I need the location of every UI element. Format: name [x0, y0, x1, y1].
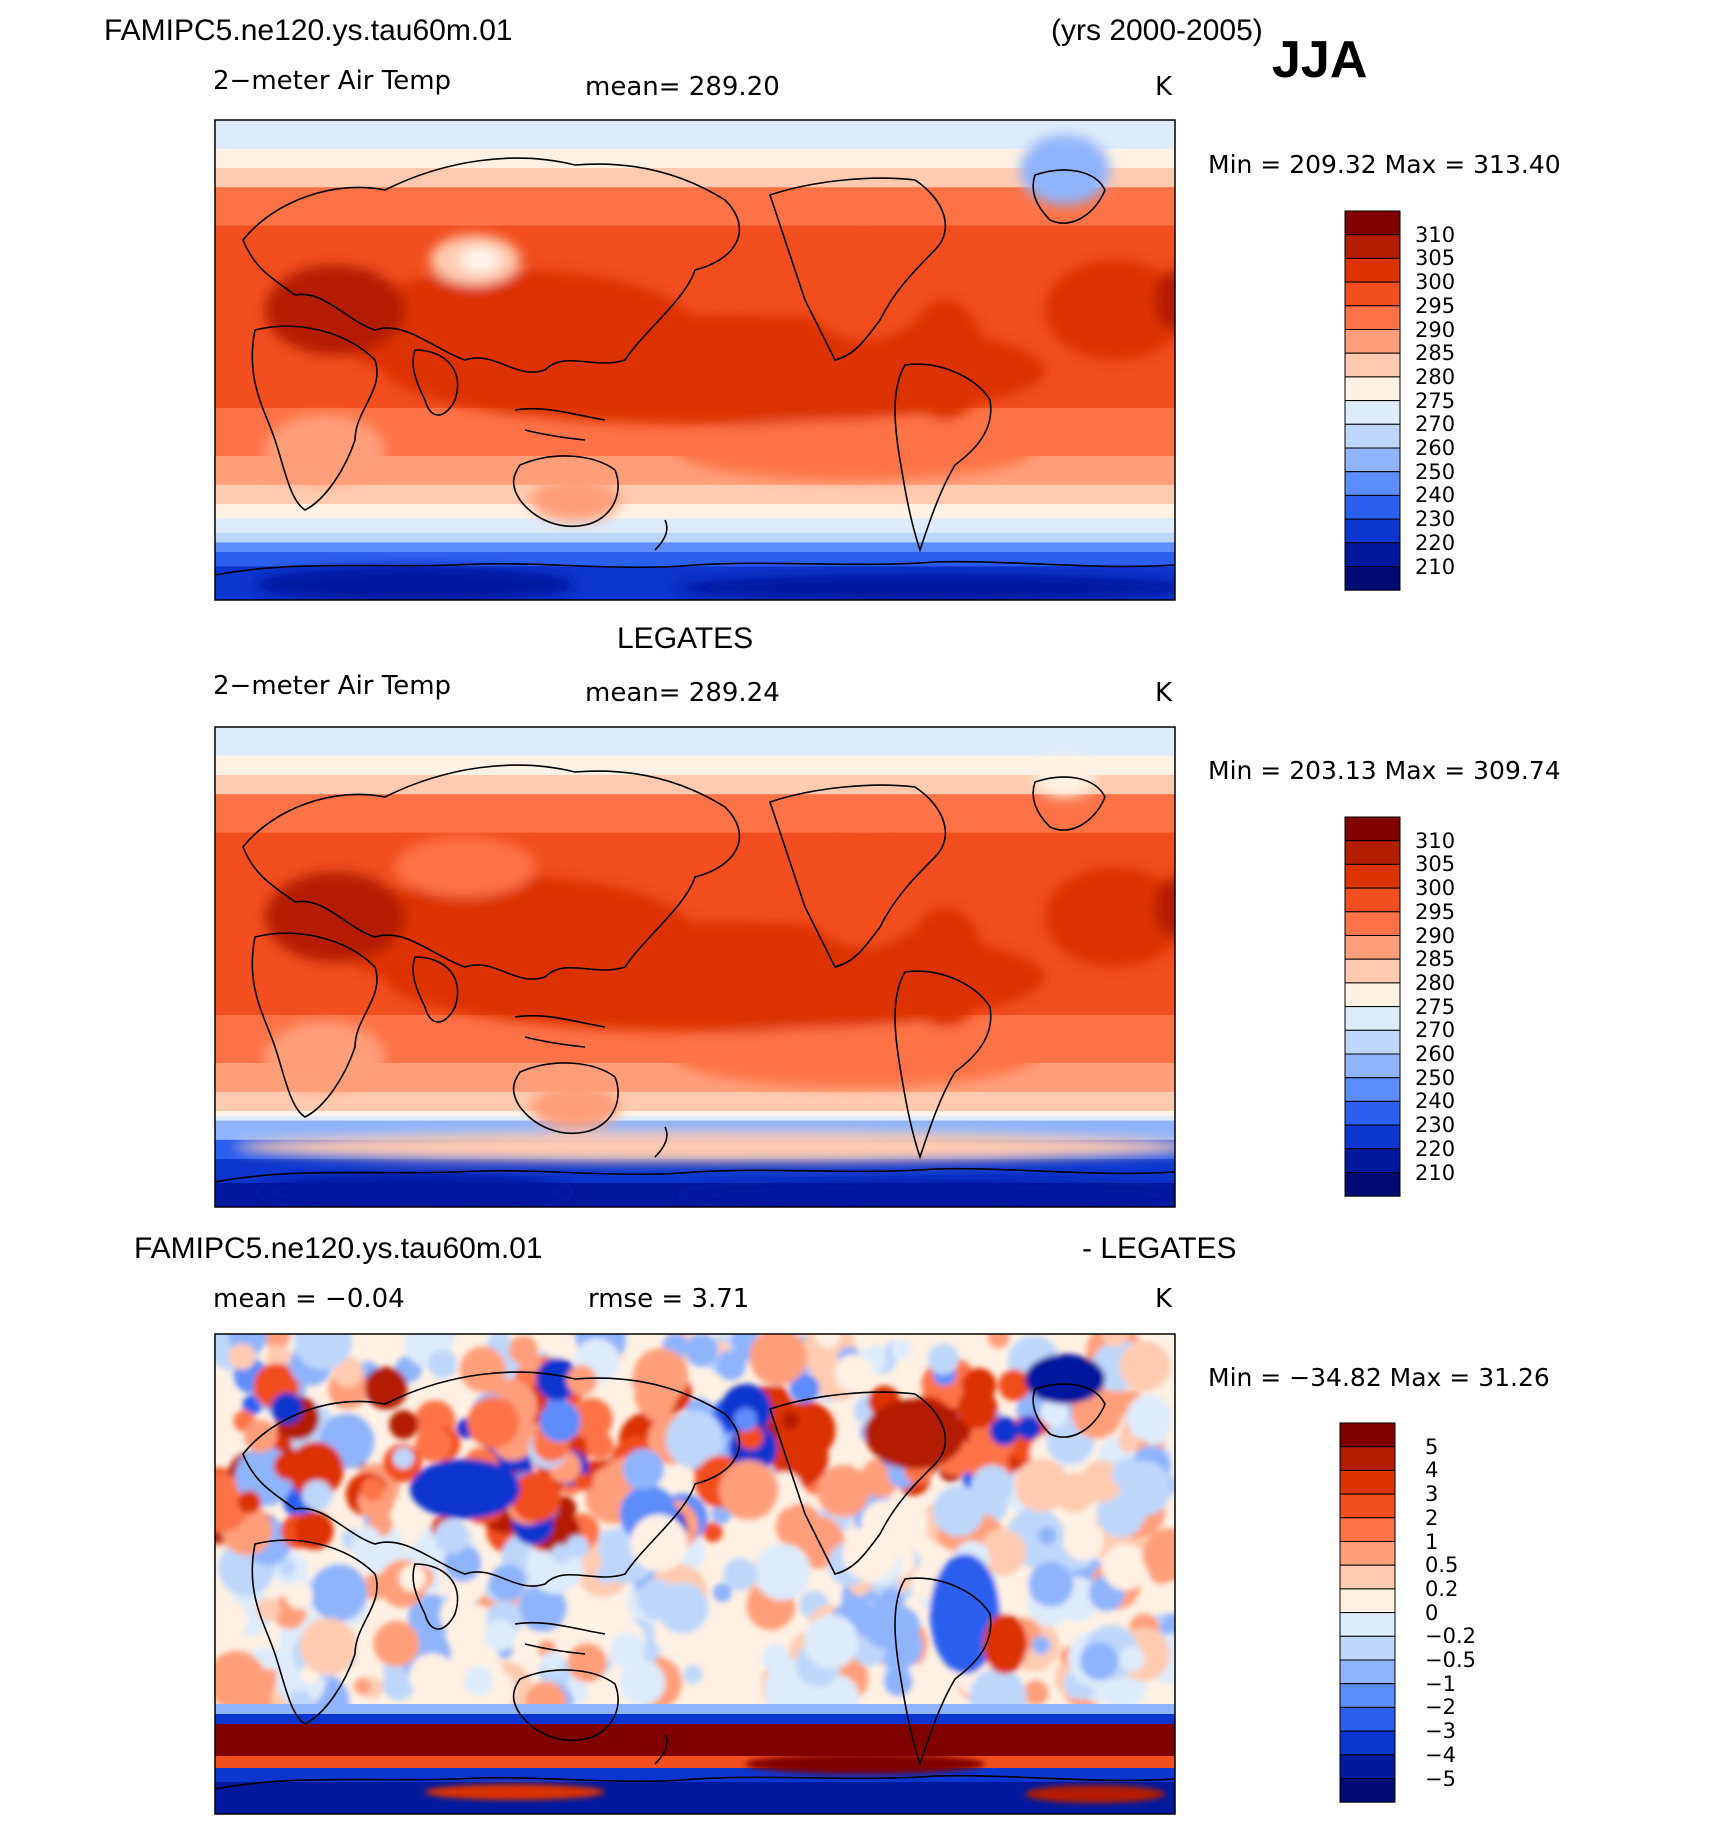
colorbar-tick-label: 275 — [1415, 388, 1456, 413]
colorbar-tick-label: −1 — [1425, 1671, 1456, 1696]
colorbar-tick-label: 295 — [1415, 899, 1456, 924]
colorbar-tick-label: 260 — [1415, 436, 1456, 460]
panel-model-minmax: Min = 209.32 Max = 313.40 — [1208, 150, 1561, 179]
colorbar-tick-label: −3 — [1425, 1719, 1456, 1744]
colorbar-tick-label: 250 — [1415, 459, 1456, 484]
colorbar-tick-label: 2 — [1425, 1505, 1439, 1530]
map-frame — [214, 1333, 1176, 1815]
panel-diff-title-right: - LEGATES — [1082, 1232, 1237, 1265]
colorbar-tick-label: 290 — [1415, 317, 1456, 342]
map-panel-diff — [215, 1334, 1175, 1814]
panel-obs-mean: mean= 289.24 — [585, 678, 780, 708]
colorbar-tick-label: −5 — [1425, 1766, 1456, 1791]
colorbar-tick-label: 305 — [1415, 852, 1456, 877]
colorbar-tick-label: −2 — [1425, 1695, 1456, 1720]
colorbar-tick-label: 280 — [1415, 364, 1456, 389]
colorbar-tick-label: 280 — [1415, 970, 1456, 995]
colorbar-tick-label: 260 — [1415, 1042, 1456, 1066]
colorbar-tick-label: 240 — [1415, 1089, 1456, 1114]
colorbar-diff — [1339, 1422, 1396, 1803]
colorbar-tick-label: 270 — [1415, 412, 1456, 437]
colorbar-tick-label: 310 — [1415, 222, 1456, 247]
season-label: JJA — [1272, 31, 1368, 89]
panel-diff-rmse: rmse = 3.71 — [588, 1284, 750, 1314]
colorbar-tick-label: 290 — [1415, 923, 1456, 948]
colorbar-tick-label: 240 — [1415, 483, 1456, 508]
colorbar-tick-label: −4 — [1425, 1742, 1456, 1767]
colorbar-tick-label: −0.5 — [1425, 1648, 1476, 1672]
colorbar-tick-label: 210 — [1415, 1160, 1456, 1185]
panel-model-mean: mean= 289.20 — [585, 72, 780, 102]
colorbar-tick-label: 230 — [1415, 1113, 1456, 1138]
colorbar-tick-label: 285 — [1415, 341, 1456, 366]
colorbar-tick-label: 220 — [1415, 530, 1456, 555]
colorbar-tick-label: 270 — [1415, 1018, 1456, 1043]
colorbar-tick-label: 305 — [1415, 246, 1456, 271]
colorbar-tick-label: 250 — [1415, 1065, 1456, 1090]
colorbar-tick-label: 5 — [1425, 1434, 1439, 1459]
panel-obs-units: K — [1155, 678, 1173, 708]
colorbar-tick-label: 300 — [1415, 876, 1456, 901]
colorbar-tick-label: 220 — [1415, 1136, 1456, 1161]
panel-obs-minmax: Min = 203.13 Max = 309.74 — [1208, 756, 1561, 785]
colorbar-tick-label: 230 — [1415, 507, 1456, 532]
map-frame — [214, 726, 1176, 1208]
panel-diff-mean: mean = −0.04 — [213, 1284, 405, 1314]
colorbar-model — [1344, 210, 1401, 591]
map-panel-model — [215, 120, 1175, 600]
colorbar-tick-label: 0 — [1425, 1600, 1439, 1625]
colorbar-tick-label: 275 — [1415, 994, 1456, 1019]
panel-diff-units: K — [1155, 1284, 1173, 1314]
map-panel-obs — [215, 727, 1175, 1207]
case-name-header: FAMIPC5.ne120.ys.tau60m.01 — [104, 14, 513, 47]
colorbar-obs — [1344, 816, 1401, 1197]
panel-diff-title: FAMIPC5.ne120.ys.tau60m.01 — [134, 1232, 543, 1265]
colorbar-tick-label: 300 — [1415, 270, 1456, 295]
panel-model-variable: 2−meter Air Temp — [213, 66, 452, 96]
map-frame — [214, 119, 1176, 601]
years-label: (yrs 2000-2005) — [1051, 14, 1263, 47]
panel-obs-title: LEGATES — [617, 622, 754, 655]
colorbar-tick-label: −0.2 — [1425, 1624, 1476, 1649]
colorbar-tick-label: 285 — [1415, 947, 1456, 972]
colorbar-tick-label: 295 — [1415, 293, 1456, 318]
panel-model-units: K — [1155, 72, 1173, 102]
panel-obs-variable: 2−meter Air Temp — [213, 671, 452, 701]
panel-diff-minmax: Min = −34.82 Max = 31.26 — [1208, 1363, 1550, 1392]
colorbar-tick-label: 210 — [1415, 554, 1456, 579]
colorbar-tick-label: 0.5 — [1425, 1553, 1459, 1578]
colorbar-tick-label: 3 — [1425, 1482, 1439, 1507]
colorbar-tick-label: 310 — [1415, 828, 1456, 853]
colorbar-tick-label: 0.2 — [1425, 1576, 1459, 1601]
colorbar-tick-label: 4 — [1425, 1458, 1439, 1483]
colorbar-tick-label: 1 — [1425, 1529, 1439, 1554]
